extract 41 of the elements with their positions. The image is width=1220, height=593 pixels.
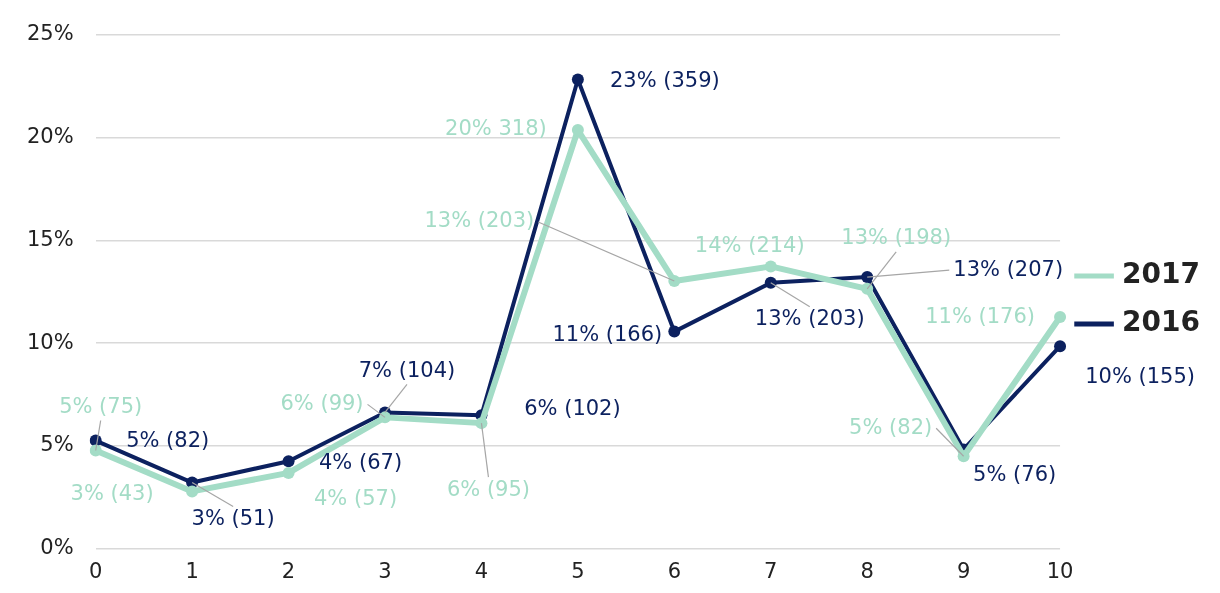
- data-label: 10% (155): [1085, 363, 1195, 388]
- data-label: 6% (102): [524, 395, 621, 420]
- x-tick-label: 8: [860, 558, 874, 583]
- data-label: 3% (43): [70, 480, 154, 505]
- data-label: 13% (203): [424, 208, 535, 233]
- legend-label: 2017: [1122, 257, 1201, 291]
- data-label: 4% (57): [314, 486, 398, 511]
- y-tick-label: 0%: [40, 535, 74, 560]
- data-label: 11% (166): [552, 322, 663, 347]
- data-label: 6% (95): [446, 476, 530, 501]
- y-tick-label: 10%: [26, 329, 74, 354]
- x-tick-label: 5: [571, 558, 585, 583]
- data-label: 13% (207): [953, 256, 1064, 281]
- data-label: 5% (76): [973, 461, 1057, 486]
- y-tick-label: 25%: [26, 21, 74, 46]
- data-label: 23% (359): [609, 67, 720, 92]
- data-label: 13% (198): [841, 225, 952, 250]
- x-tick-label: 1: [185, 558, 199, 583]
- data-label: 20% 318): [445, 116, 547, 141]
- data-label: 6% (99): [280, 390, 364, 415]
- data-label: 7% (104): [358, 357, 456, 382]
- x-tick-label: 4: [474, 558, 489, 583]
- y-tick-label: 15%: [26, 226, 74, 251]
- x-tick-label: 0: [88, 558, 103, 583]
- data-label: 5% (82): [849, 414, 933, 439]
- legend-label: 2016: [1122, 305, 1201, 339]
- x-tick-label: 2: [281, 558, 296, 583]
- data-label: 11% (176): [925, 304, 1035, 329]
- data-label: 4% (67): [319, 449, 403, 474]
- data-label: 3% (51): [191, 506, 275, 531]
- data-label: 5% (75): [59, 393, 143, 418]
- y-tick-label: 5%: [40, 432, 74, 457]
- data-label: 13% (203): [754, 306, 865, 331]
- x-tick-label: 7: [764, 558, 778, 583]
- x-tick-label: 10: [1046, 558, 1074, 583]
- data-label: 14% (214): [694, 232, 805, 257]
- y-tick-label: 20%: [26, 123, 74, 148]
- x-tick-label: 6: [667, 558, 681, 583]
- x-tick-label: 9: [956, 558, 971, 583]
- x-tick-label: 3: [378, 558, 392, 583]
- data-label: 5% (82): [126, 428, 210, 453]
